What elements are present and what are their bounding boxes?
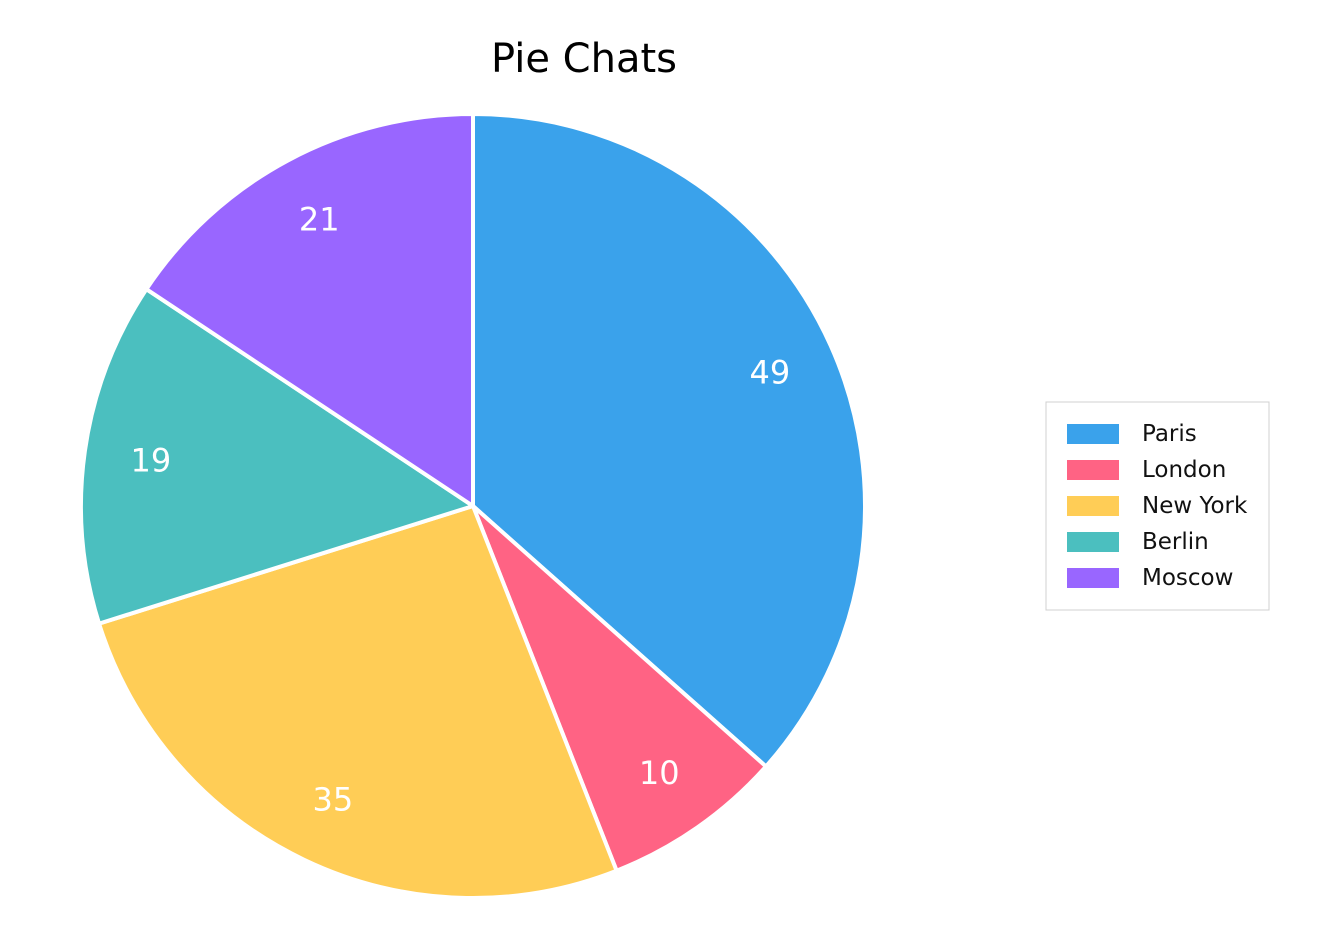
pie-slice-moscow (144, 112, 475, 508)
chart-legend: Paris London New York Berlin Moscow (1045, 401, 1270, 611)
legend-label-new-york: New York (1142, 493, 1248, 519)
chart-title: Pie Chats (491, 36, 677, 82)
legend-label-berlin: Berlin (1142, 529, 1209, 555)
legend-swatch-london (1067, 460, 1119, 480)
legend-label-paris: Paris (1142, 421, 1197, 447)
pie-slice-london (471, 504, 768, 873)
pie-slice-paris (471, 112, 867, 769)
slice-value-label-moscow: 21 (299, 200, 340, 238)
pie-slice-new-york (97, 504, 619, 900)
pie-slice-berlin (79, 287, 475, 626)
legend-swatch-berlin (1067, 532, 1119, 552)
pie-slice-labels: 49 10 35 19 21 (130, 200, 790, 818)
legend-label-moscow: Moscow (1142, 565, 1233, 591)
legend-swatch-moscow (1067, 568, 1119, 588)
legend-label-london: London (1142, 457, 1226, 483)
legend-swatch-new-york (1067, 496, 1119, 516)
slice-value-label-paris: 49 (749, 354, 790, 392)
slice-value-label-london: 10 (639, 754, 680, 792)
slice-value-label-new-york: 35 (312, 781, 353, 819)
pie-slices (79, 112, 867, 900)
legend-swatch-paris (1067, 424, 1119, 444)
slice-value-label-berlin: 19 (130, 441, 171, 479)
